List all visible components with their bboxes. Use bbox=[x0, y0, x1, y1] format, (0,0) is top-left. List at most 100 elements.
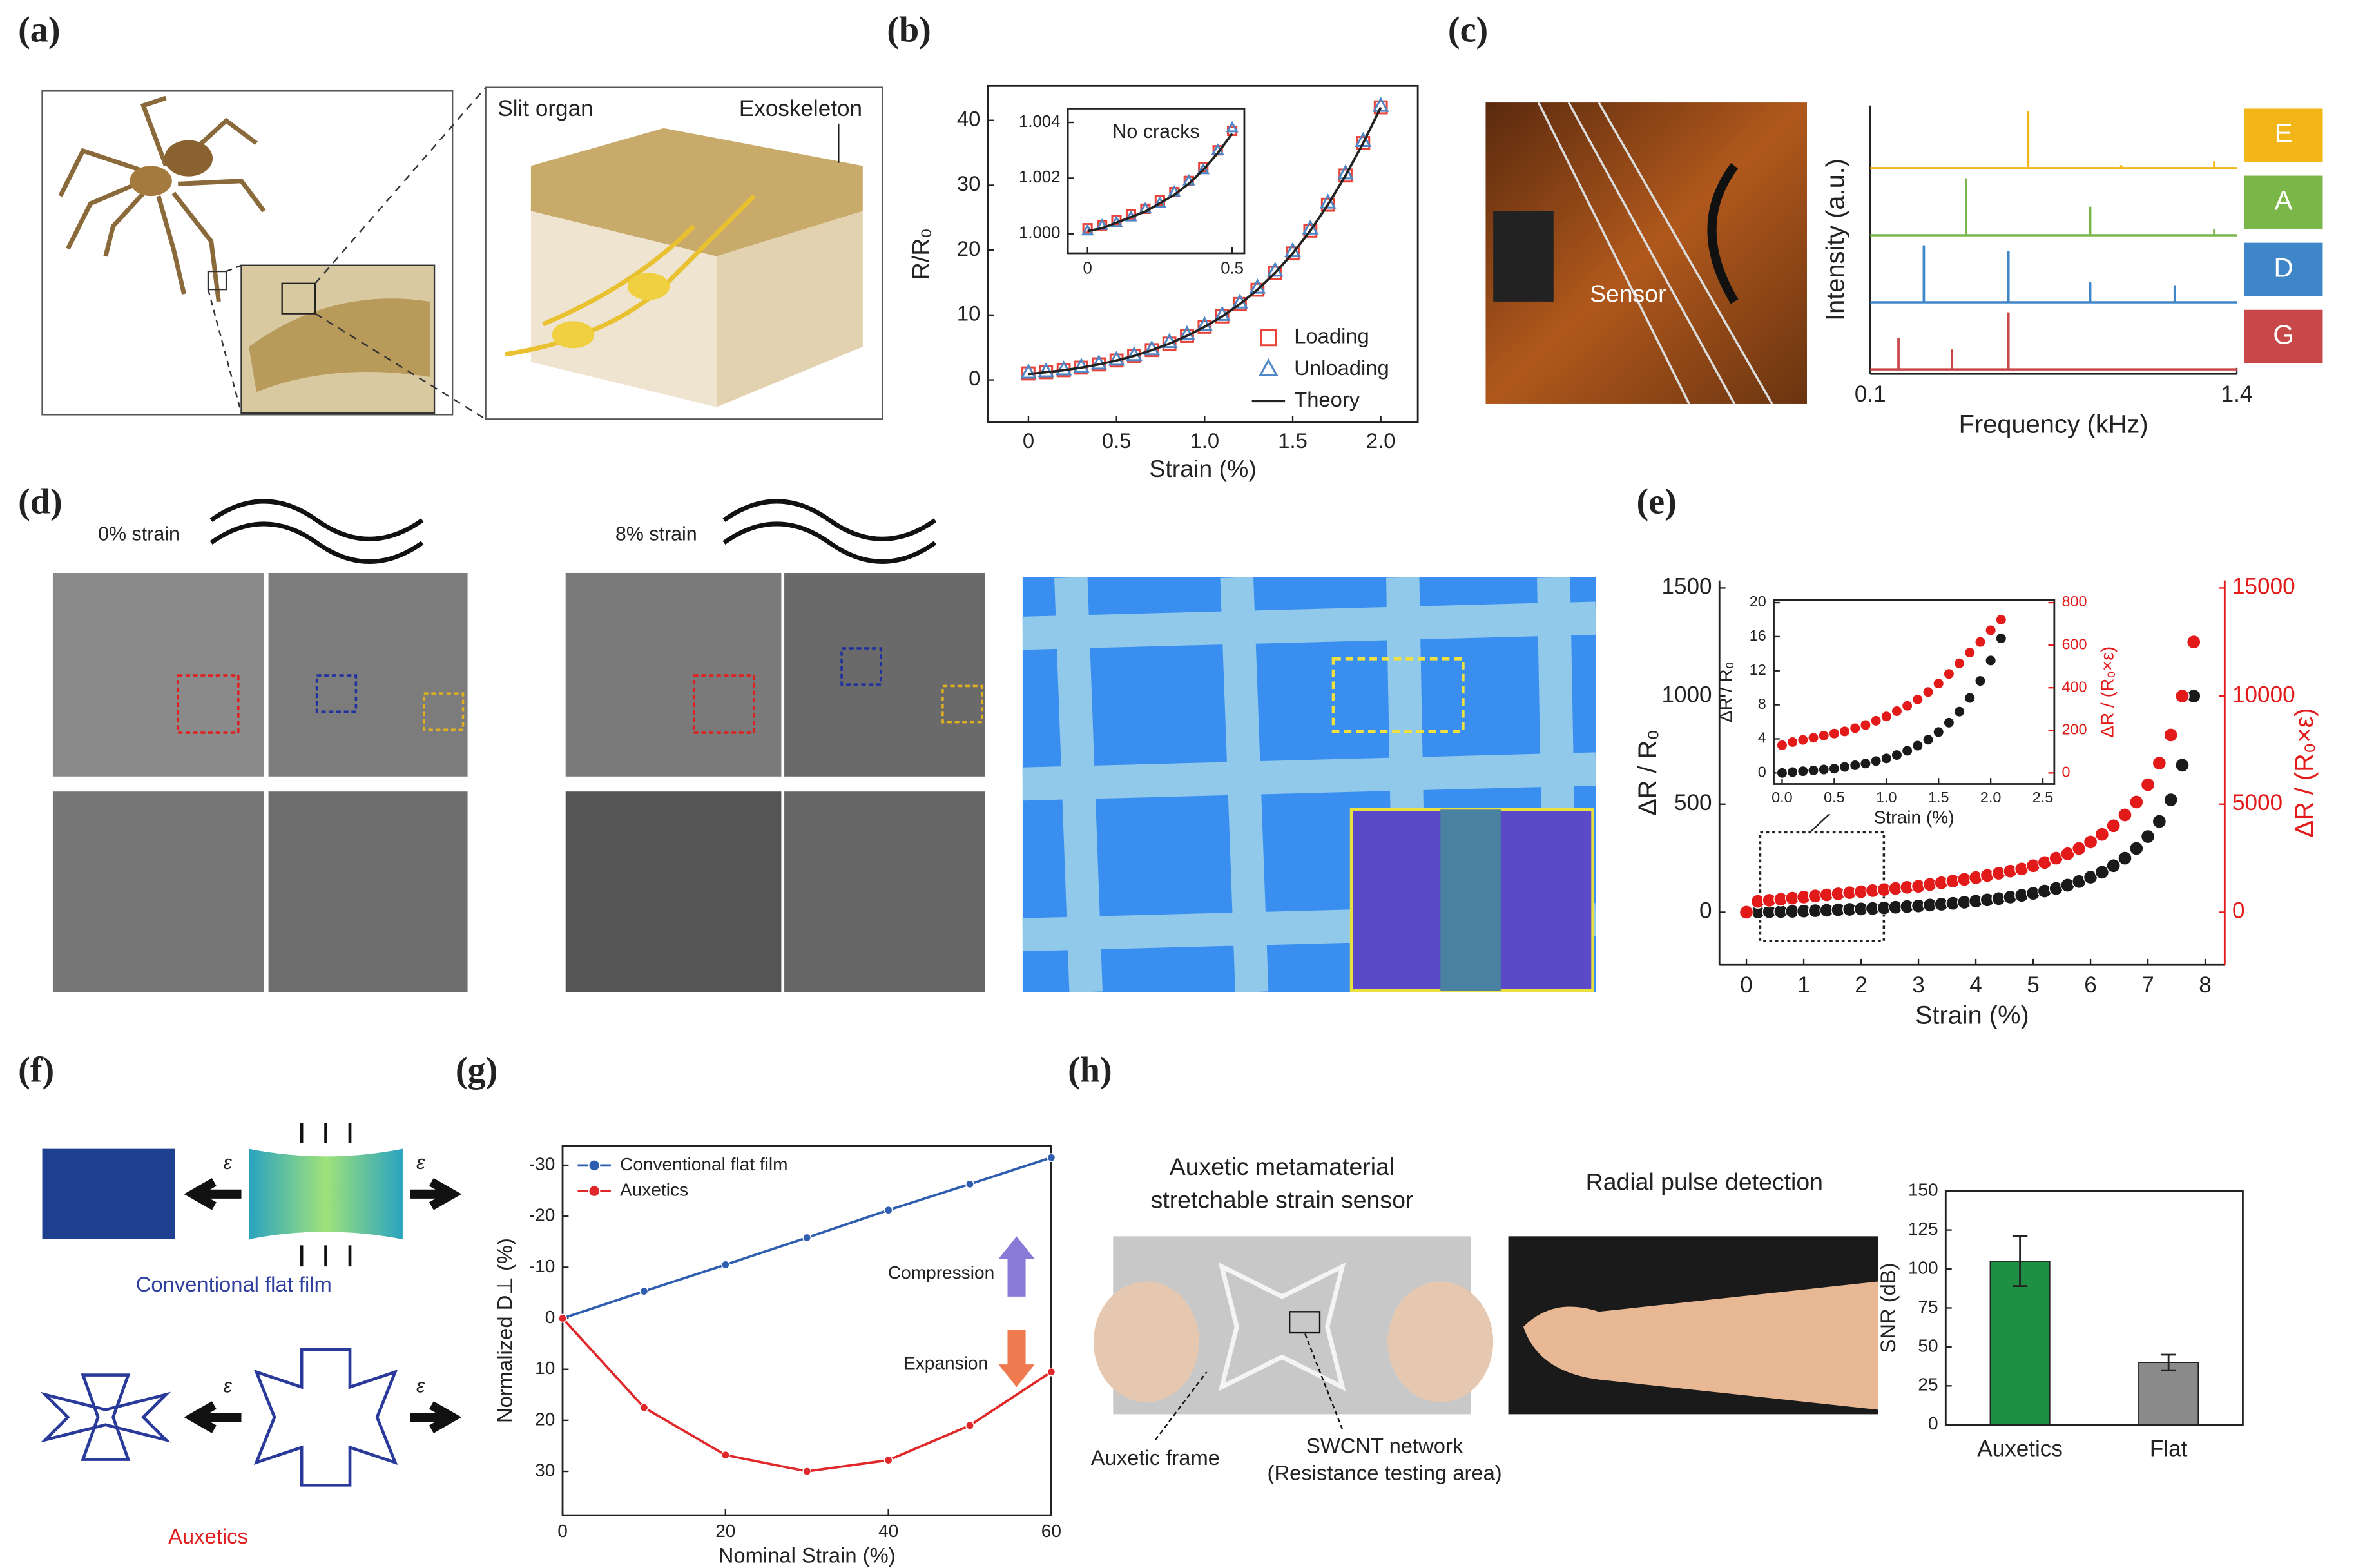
data-point bbox=[1839, 761, 1851, 773]
y-axis-label: ΔR / R₀ bbox=[1715, 662, 1735, 722]
y-tick-label: 30 bbox=[535, 1460, 555, 1480]
series-line bbox=[1028, 106, 1382, 376]
annotation: Conventional flat film bbox=[136, 1272, 332, 1296]
x-tick-label: 1 bbox=[1797, 973, 1810, 998]
plot-frame bbox=[1773, 599, 2056, 785]
y2-axis-label: ΔR / (R₀×ε) bbox=[2098, 646, 2118, 738]
x-tick-label: Flat bbox=[2150, 1436, 2188, 1461]
y2-tick-label: 5000 bbox=[2232, 790, 2283, 815]
data-point bbox=[2094, 865, 2110, 880]
y-axis-label: SNR (dB) bbox=[1876, 1263, 1900, 1353]
y2-tick-label: 15000 bbox=[2232, 574, 2295, 599]
data-point bbox=[2140, 777, 2156, 792]
data-point bbox=[883, 1205, 893, 1215]
y-axis-label: R/R₀ bbox=[907, 228, 934, 280]
y2-tick-label: 0 bbox=[2062, 763, 2071, 780]
data-point bbox=[1786, 766, 1799, 778]
data-point bbox=[1974, 636, 1986, 648]
y2-tick-label: 600 bbox=[2062, 635, 2087, 652]
data-point bbox=[1215, 309, 1230, 324]
bar bbox=[2138, 1362, 2199, 1426]
legend-marker bbox=[1260, 329, 1277, 347]
data-point bbox=[883, 1455, 893, 1465]
data-point bbox=[1880, 752, 1893, 764]
panel-label: (g) bbox=[456, 1050, 497, 1090]
data-point bbox=[1739, 905, 1754, 920]
data-point bbox=[1953, 657, 1965, 670]
y-tick-label: 0 bbox=[545, 1307, 555, 1327]
data-point bbox=[1880, 710, 1893, 722]
violin-photo: Sensor bbox=[1485, 102, 1807, 405]
x-axis-label: Strain (%) bbox=[1874, 808, 1955, 828]
x-tick-label: 0.5 bbox=[1102, 429, 1132, 452]
y-tick-label: -20 bbox=[529, 1205, 555, 1225]
data-point bbox=[2163, 728, 2178, 742]
data-point bbox=[1808, 731, 1819, 744]
data-point bbox=[1337, 164, 1354, 180]
annotation: SWCNT network bbox=[1306, 1434, 1463, 1458]
x-tick-label: 40 bbox=[878, 1521, 898, 1541]
data-point bbox=[1226, 121, 1239, 133]
data-point bbox=[1849, 759, 1861, 771]
data-point bbox=[2106, 858, 2121, 873]
annotation: (Resistance testing area) bbox=[1268, 1461, 1502, 1485]
legend-label: Theory bbox=[1294, 387, 1360, 411]
y2-tick-label: 400 bbox=[2062, 678, 2087, 695]
annotation: ε bbox=[416, 1375, 425, 1397]
panel-label: (e) bbox=[1637, 482, 1677, 522]
data-point bbox=[2152, 814, 2167, 829]
auxetic-diagram: Conventional flat film ε ε ε ε Auxetics bbox=[40, 1123, 462, 1548]
data-point bbox=[2129, 795, 2144, 809]
data-point bbox=[1180, 329, 1194, 343]
x-tick-label: 0 bbox=[1083, 259, 1092, 277]
data-point bbox=[1860, 719, 1871, 731]
x-tick-label: 8 bbox=[2199, 973, 2212, 998]
data-point bbox=[1933, 726, 1945, 738]
legend-label: Conventional flat film bbox=[620, 1154, 788, 1174]
data-point bbox=[1233, 296, 1247, 311]
annotation: Auxetics bbox=[168, 1524, 248, 1548]
y-tick-label: 100 bbox=[1908, 1257, 1938, 1277]
data-point bbox=[2094, 827, 2110, 842]
data-point bbox=[1073, 358, 1090, 373]
x-tick-label: 0 bbox=[557, 1521, 568, 1541]
error-bar bbox=[2012, 1235, 2028, 1288]
data-point bbox=[2186, 635, 2201, 650]
annotation: Radial pulse detection bbox=[1586, 1168, 1823, 1195]
x-axis-label: Strain (%) bbox=[1915, 1001, 2029, 1029]
y2-tick-label: 200 bbox=[2062, 721, 2087, 737]
data-point bbox=[1162, 336, 1177, 351]
legend-swatch bbox=[2244, 242, 2323, 296]
x-tick-label: 2 bbox=[1855, 973, 1868, 998]
y-tick-label: 1.000 bbox=[1019, 224, 1060, 242]
annotation: Exoskeleton bbox=[739, 96, 862, 121]
legend-label: Loading bbox=[1294, 324, 1369, 348]
x-tick-label: 2.5 bbox=[2032, 789, 2054, 806]
x-tick-label: 5 bbox=[2027, 973, 2040, 998]
data-point bbox=[2072, 841, 2087, 856]
y-tick-label: 8 bbox=[1758, 695, 1766, 712]
data-point bbox=[2140, 829, 2156, 844]
y-tick-label: 10 bbox=[957, 302, 980, 325]
inset-title: No cracks bbox=[1112, 121, 1199, 142]
x-axis-label: Nominal Strain (%) bbox=[719, 1543, 896, 1567]
sensor-photos: Auxetic metamaterial stretchable strain … bbox=[1091, 1153, 1878, 1485]
data-point bbox=[1891, 705, 1903, 717]
x-tick-label: 1.4 bbox=[2221, 382, 2253, 407]
y-tick-label: 0 bbox=[1928, 1413, 1938, 1433]
data-point bbox=[2175, 758, 2190, 773]
data-point bbox=[1319, 193, 1337, 209]
panel-label: (d) bbox=[18, 482, 63, 522]
data-point bbox=[1995, 632, 2007, 644]
annotation: ε bbox=[223, 1152, 232, 1174]
panel-label: (f) bbox=[18, 1050, 54, 1090]
y-tick-label: 20 bbox=[535, 1409, 555, 1429]
y-tick-label: 125 bbox=[1908, 1219, 1938, 1239]
x-tick-label: 0.5 bbox=[1221, 259, 1244, 277]
data-point bbox=[1870, 715, 1882, 727]
data-point bbox=[1911, 693, 1924, 706]
y-tick-label: -10 bbox=[529, 1256, 555, 1276]
x-tick-label: 2.0 bbox=[1366, 429, 1396, 452]
legend-label: Auxetics bbox=[620, 1180, 688, 1200]
data-point bbox=[802, 1233, 811, 1243]
